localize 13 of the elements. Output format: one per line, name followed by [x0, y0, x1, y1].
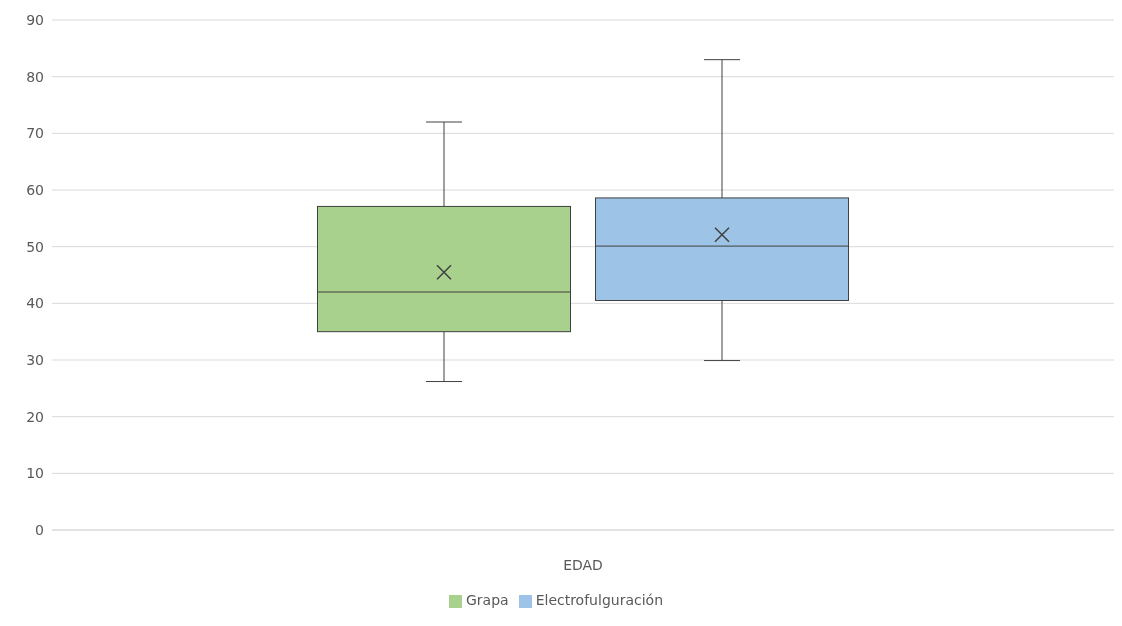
legend-label: Grapa [465, 592, 509, 608]
y-tick-label: 90 [26, 11, 44, 28]
y-tick-label: 60 [26, 181, 44, 198]
y-tick-label: 10 [26, 465, 44, 482]
y-tick-label: 70 [26, 125, 44, 142]
y-tick-label: 20 [26, 408, 44, 425]
y-tick-label: 80 [26, 68, 44, 85]
x-tick-label: EDAD [563, 556, 603, 573]
y-tick-label: 50 [26, 238, 44, 255]
legend-label: Electrofulguración [535, 592, 664, 608]
y-tick-label: 40 [26, 295, 44, 312]
y-tick-label: 30 [26, 351, 44, 368]
y-tick-label: 0 [35, 521, 44, 538]
